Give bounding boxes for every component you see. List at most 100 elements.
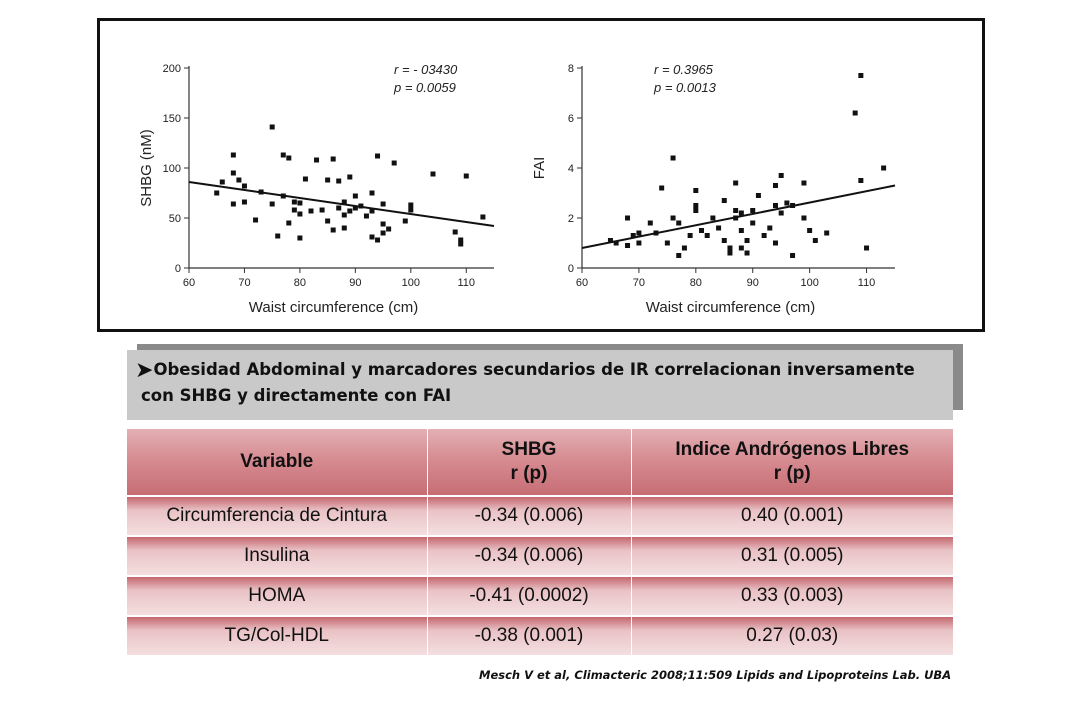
- y-tick-label: 100: [163, 163, 181, 175]
- x-tick-label: 90: [747, 277, 759, 289]
- data-point: [778, 173, 784, 178]
- data-point: [336, 205, 342, 211]
- r-annotation: r = - 03430: [394, 62, 458, 77]
- data-point: [647, 220, 653, 226]
- data-point: [761, 233, 767, 238]
- citation: Mesch V et al, Climacteric 2008;11:509 L…: [479, 668, 952, 682]
- data-point: [852, 110, 858, 116]
- data-point: [230, 170, 236, 176]
- regression-line: [581, 184, 896, 249]
- table-cell: -0.38 (0.001): [427, 615, 632, 655]
- data-point: [750, 220, 756, 226]
- data-point: [369, 190, 375, 196]
- data-point: [369, 208, 375, 214]
- y-tick-label: 4: [568, 163, 574, 175]
- header-fai-line2: r (p): [773, 463, 811, 484]
- x-tick-label: 90: [349, 277, 361, 289]
- data-point: [253, 217, 259, 223]
- header-fai-line1: Indice Andrógenos Libres: [675, 439, 910, 460]
- data-point: [733, 208, 739, 213]
- header-shbg: SHBG r (p): [427, 429, 632, 496]
- data-point: [824, 230, 830, 236]
- data-point: [659, 185, 665, 191]
- data-point: [699, 228, 705, 233]
- data-point: [297, 235, 303, 241]
- header-variable: Variable: [127, 429, 428, 496]
- data-point: [693, 188, 699, 193]
- scatter-figure: 0 50 100 150 200 60 70 80 90 100 110 Waist circumfe…: [97, 18, 985, 332]
- data-point: [280, 152, 286, 158]
- data-point: [302, 176, 308, 182]
- regression-line: [188, 181, 495, 227]
- y-tick-label: 6: [568, 113, 574, 125]
- data-point: [681, 245, 687, 251]
- data-point: [767, 225, 773, 231]
- y-axis-label: FAI: [531, 157, 548, 180]
- x-tick-label: 60: [183, 277, 195, 289]
- banner-text: Obesidad Abdominal y marcadores secundar…: [141, 360, 915, 405]
- data-point: [704, 233, 710, 238]
- data-point: [430, 171, 436, 177]
- data-point: [790, 253, 796, 258]
- x-axis-label: Waist circumference (cm): [646, 299, 815, 316]
- header-variable-line1: Variable: [240, 451, 314, 472]
- data-point: [738, 228, 744, 233]
- data-point: [744, 238, 750, 243]
- data-point: [670, 215, 676, 221]
- data-point: [721, 198, 727, 203]
- x-tick-label: 70: [238, 277, 250, 289]
- data-point: [241, 199, 247, 205]
- data-point: [219, 179, 225, 185]
- data-point: [408, 207, 414, 213]
- data-point: [375, 153, 381, 159]
- table-row: HOMA -0.41 (0.0002) 0.33 (0.003): [127, 575, 953, 616]
- data-point: [269, 201, 275, 207]
- data-point: [308, 208, 314, 214]
- data-point: [772, 240, 778, 246]
- data-point: [325, 177, 331, 183]
- data-point: [375, 237, 381, 243]
- p-annotation: p = 0.0059: [393, 80, 456, 95]
- data-point: [363, 213, 369, 219]
- data-point: [858, 178, 864, 183]
- data-point: [314, 157, 320, 163]
- data-point: [458, 237, 464, 243]
- data-point: [402, 218, 408, 224]
- table-cell: 0.27 (0.03): [631, 615, 953, 655]
- data-point: [727, 250, 733, 256]
- data-point: [319, 207, 325, 213]
- table-cell: 0.40 (0.001): [631, 495, 953, 536]
- data-point: [341, 225, 347, 231]
- data-point: [269, 124, 275, 130]
- data-point: [330, 227, 336, 233]
- data-point: [778, 210, 784, 216]
- x-tick-label: 60: [576, 277, 588, 289]
- data-point: [291, 199, 297, 205]
- header-shbg-line2: r (p): [510, 463, 548, 484]
- data-point: [727, 245, 733, 251]
- data-point: [391, 160, 397, 166]
- data-point: [347, 174, 353, 180]
- arrow-bullet-icon: ➤: [135, 358, 154, 383]
- data-point: [636, 240, 642, 246]
- data-point: [687, 233, 693, 238]
- data-point: [676, 220, 682, 226]
- data-point: [625, 215, 631, 221]
- data-point: [480, 214, 486, 220]
- data-point: [408, 202, 414, 208]
- table-header-row: Variable SHBG r (p) Indice Andrógenos Lib…: [127, 429, 953, 496]
- data-point: [625, 243, 631, 248]
- data-point: [214, 190, 220, 196]
- x-tick-label: 80: [294, 277, 306, 289]
- y-tick-label: 0: [568, 263, 574, 275]
- data-point: [380, 230, 386, 236]
- data-point: [341, 212, 347, 218]
- data-point: [336, 178, 342, 184]
- data-point: [864, 245, 870, 251]
- y-tick-label: 150: [163, 113, 181, 125]
- table-row: Circumferencia de Cintura -0.34 (0.006) …: [127, 495, 953, 536]
- data-point: [286, 220, 292, 226]
- r-annotation: r = 0.3965: [654, 62, 714, 77]
- data-point: [733, 180, 739, 186]
